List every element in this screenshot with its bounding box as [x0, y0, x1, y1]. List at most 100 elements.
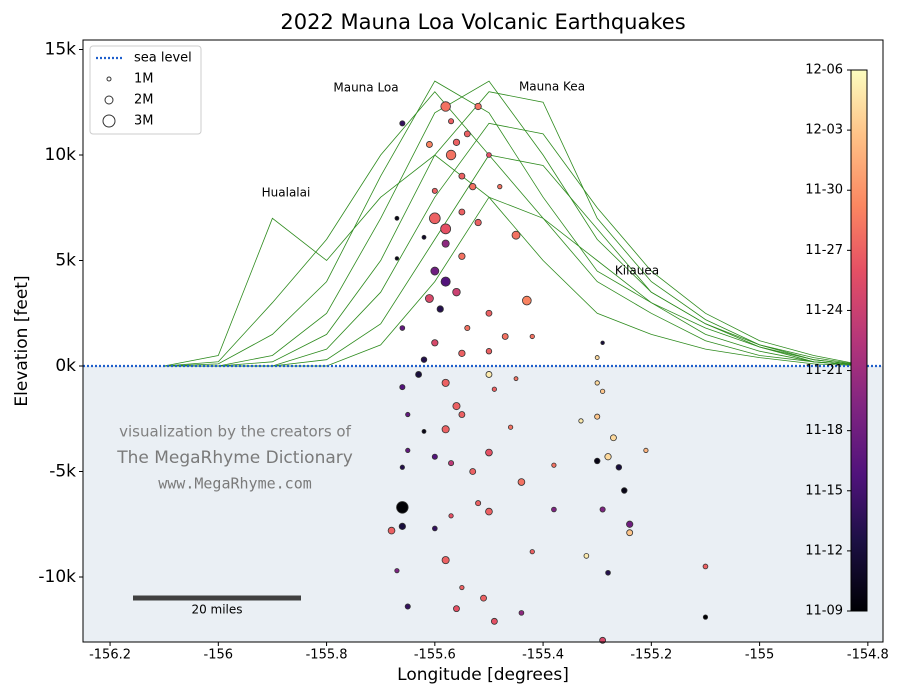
- x-tick-label: -155: [745, 648, 775, 663]
- terrain-profile: [164, 80, 868, 367]
- earthquake-point: [445, 149, 457, 161]
- earthquake-point: [440, 276, 451, 287]
- earthquake-point: [513, 376, 519, 382]
- annotation: Kilauea: [615, 264, 659, 278]
- legend-label: sea level: [134, 51, 192, 66]
- earthquake-point: [399, 384, 406, 391]
- earthquake-point: [486, 152, 492, 158]
- earthquake-point: [621, 487, 628, 494]
- earthquake-point: [458, 172, 466, 180]
- y-tick-label: -10k: [38, 567, 76, 587]
- earthquake-point: [421, 234, 427, 240]
- earthquake-point: [508, 424, 514, 430]
- x-tick-label: -155.4: [522, 648, 564, 663]
- earthquake-point: [399, 120, 406, 127]
- earthquake-point: [458, 349, 466, 357]
- earthquake-point: [469, 468, 477, 475]
- y-axis-label: Elevation [feet]: [12, 275, 32, 406]
- earthquake-point: [394, 215, 400, 221]
- earthquake-point: [425, 294, 434, 303]
- colorbar-tick-label: 11-27: [805, 243, 843, 258]
- y-tick-label: -5k: [49, 462, 76, 482]
- earthquake-point: [458, 252, 466, 260]
- legend-label: 3M: [134, 114, 154, 129]
- earthquake-point: [399, 464, 405, 470]
- earthquake-point: [605, 569, 611, 576]
- earthquake-point: [594, 413, 601, 420]
- earthquake-point: [448, 460, 455, 467]
- terrain-profile: [164, 91, 868, 367]
- earthquake-point: [452, 402, 461, 411]
- earthquake-point: [702, 614, 709, 620]
- earthquake-point: [415, 371, 422, 378]
- earthquake-point: [453, 605, 460, 613]
- earthquake-point: [600, 388, 606, 394]
- earthquake-point: [421, 429, 427, 434]
- credit-text: The MegaRhyme Dictionary: [116, 448, 353, 468]
- earthquake-point: [610, 434, 617, 442]
- earthquake-point: [448, 118, 455, 125]
- credit-text: www.MegaRhyme.com: [158, 475, 312, 493]
- earthquake-point: [485, 309, 493, 317]
- terrain-profile: [164, 154, 868, 367]
- annotation: Mauna Loa: [333, 81, 398, 95]
- earthquake-point: [420, 356, 428, 363]
- earthquake-point: [441, 378, 450, 387]
- earthquake-point: [452, 287, 461, 297]
- colorbar-tick-label: 11-21: [805, 363, 843, 378]
- x-tick-label: -155.8: [306, 648, 348, 663]
- terrain-profile: [164, 80, 868, 367]
- colorbar-tick-label: 11-24: [805, 303, 843, 318]
- earthquake-point: [440, 101, 451, 112]
- earthquake-point: [551, 462, 557, 468]
- earthquake-point: [431, 187, 438, 194]
- earthquake-point: [448, 513, 454, 519]
- colorbar-tick-label: 12-06: [805, 63, 843, 78]
- earthquake-point: [600, 340, 605, 345]
- earthquake-point: [394, 256, 400, 261]
- terrain-profile: [164, 91, 868, 367]
- earthquake-point: [594, 355, 600, 360]
- earthquake-point: [387, 526, 396, 535]
- y-tick-label: 0k: [55, 356, 76, 376]
- colorbar-tick-label: 11-12: [805, 543, 843, 558]
- legend-box: [89, 45, 202, 135]
- scale-bar-label: 20 miles: [191, 603, 242, 617]
- earthquake-point: [529, 333, 535, 340]
- x-tick-label: -155.2: [630, 648, 672, 663]
- earthquake-point: [517, 478, 526, 486]
- colorbar-tick-label: 11-30: [805, 183, 843, 198]
- earthquake-point: [405, 411, 411, 418]
- earthquake-point: [522, 295, 532, 306]
- colorbar-tick-label: 11-18: [805, 423, 843, 438]
- earthquake-point: [702, 563, 709, 570]
- terrain-profile: [164, 196, 868, 367]
- credit-text: visualization by the creators of: [119, 423, 352, 441]
- earthquake-point: [404, 603, 411, 610]
- earthquake-point: [490, 617, 498, 625]
- earthquake-point: [518, 610, 525, 616]
- earthquake-point: [485, 371, 493, 378]
- x-tick-label: -156.2: [89, 648, 131, 663]
- y-tick-label: 10k: [45, 145, 77, 165]
- x-tick-label: -155.6: [414, 648, 456, 663]
- annotation: Mauna Kea: [519, 80, 585, 94]
- earthquake-point: [464, 325, 471, 332]
- legend-size-marker: [106, 76, 112, 82]
- earthquake-point: [485, 448, 493, 457]
- earthquake-point: [441, 556, 450, 565]
- earthquake-point: [583, 553, 590, 559]
- earthquake-point: [474, 218, 482, 227]
- y-tick-label: 15k: [45, 39, 77, 59]
- plot-frame: [82, 39, 884, 643]
- earthquake-point: [485, 348, 493, 355]
- earthquake-point: [459, 584, 465, 591]
- earthquake-point: [626, 529, 634, 537]
- colorbar-tick-label: 11-15: [805, 483, 843, 498]
- legend-label: 1M: [134, 72, 154, 87]
- legend-size-marker: [104, 95, 114, 105]
- earthquake-point: [452, 138, 461, 146]
- earthquake-point: [399, 325, 406, 331]
- earthquake-point: [431, 339, 439, 347]
- earthquake-point: [436, 305, 444, 313]
